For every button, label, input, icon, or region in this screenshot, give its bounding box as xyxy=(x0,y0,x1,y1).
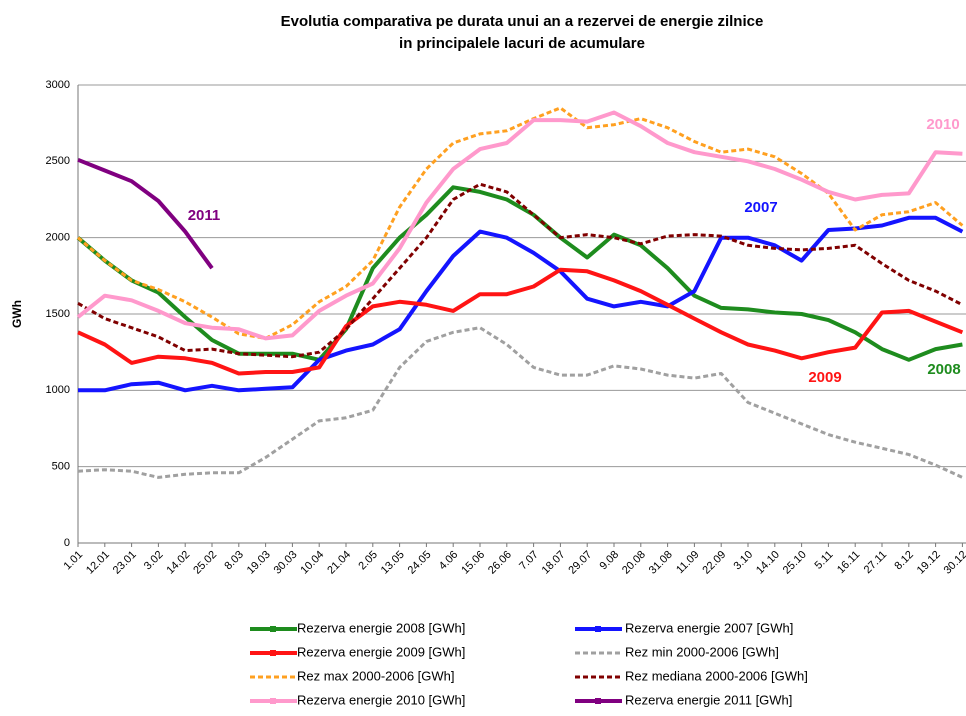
x-tick-label: 27.11 xyxy=(862,549,889,576)
legend-marker xyxy=(595,698,601,704)
x-tick-label: 30.12 xyxy=(942,549,966,577)
legend-label: Rez max 2000-2006 [GWh] xyxy=(297,668,455,683)
x-tick-label: 3.02 xyxy=(142,549,166,573)
annotation: 2008 xyxy=(927,361,960,378)
x-tick-label: 10.04 xyxy=(298,549,326,577)
annotation: 2011 xyxy=(188,207,221,224)
x-tick-label: 11.09 xyxy=(674,549,701,576)
x-tick-label: 9.08 xyxy=(598,549,622,573)
x-tick-label: 14.10 xyxy=(754,549,782,577)
x-tick-label: 29.07 xyxy=(566,549,594,577)
y-tick-label: 1500 xyxy=(46,308,70,320)
legend-label: Rezerva energie 2007 [GWh] xyxy=(625,620,793,635)
x-tick-label: 8.03 xyxy=(222,549,246,573)
x-tick-label: 7.07 xyxy=(517,549,541,573)
legend-label: Rez min 2000-2006 [GWh] xyxy=(625,644,779,659)
x-tick-label: 16.11 xyxy=(835,549,862,576)
x-tick-label: 14.02 xyxy=(164,549,192,577)
x-tick-label: 18.07 xyxy=(540,549,568,577)
series-line xyxy=(76,110,963,341)
y-tick-label: 500 xyxy=(52,461,70,473)
series-line xyxy=(77,267,964,376)
y-tick-label: 0 xyxy=(64,537,70,549)
series-line xyxy=(77,182,964,359)
x-tick-label: 12.01 xyxy=(84,549,112,577)
x-tick-label: 31.08 xyxy=(647,549,675,577)
legend-label: Rezerva energie 2011 [GWh] xyxy=(625,692,792,707)
chart-title: Evolutia comparativa pe durata unui an a… xyxy=(281,13,764,30)
legend-label: Rezerva energie 2008 [GWh] xyxy=(297,620,465,635)
annotation: 2010 xyxy=(926,116,959,133)
series-line xyxy=(77,106,964,340)
x-tick-label: 30.03 xyxy=(272,549,300,577)
legend-marker xyxy=(270,650,276,656)
legend-label: Rezerva energie 2010 [GWh] xyxy=(297,692,465,707)
x-tick-label: 19.12 xyxy=(915,549,943,577)
x-tick-label: 19.03 xyxy=(245,549,273,577)
annotation: 2007 xyxy=(744,199,777,216)
y-tick-label: 3000 xyxy=(46,79,70,91)
x-tick-label: 13.05 xyxy=(379,549,407,577)
x-tick-label: 25.10 xyxy=(781,549,809,577)
series-line xyxy=(77,157,214,270)
x-tick-label: 25.02 xyxy=(191,549,219,577)
legend-marker xyxy=(270,698,276,704)
legend-label: Rez mediana 2000-2006 [GWh] xyxy=(625,668,808,683)
x-tick-label: 2.05 xyxy=(356,549,380,573)
series-line xyxy=(76,185,963,362)
legend-marker xyxy=(595,626,601,632)
x-tick-label: 21.04 xyxy=(325,549,353,577)
chart-title: in principalele lacuri de acumulare xyxy=(399,35,645,52)
y-tick-label: 2000 xyxy=(46,232,70,244)
series-line xyxy=(77,326,964,479)
x-tick-label: 26.06 xyxy=(486,549,514,577)
x-tick-label: 4.06 xyxy=(437,549,461,573)
x-tick-label: 15.06 xyxy=(459,549,487,577)
y-tick-label: 2500 xyxy=(46,155,70,167)
legend-label: Rezerva energie 2009 [GWh] xyxy=(297,644,465,659)
y-tick-label: 1000 xyxy=(46,384,70,396)
x-tick-label: 22.09 xyxy=(700,549,728,577)
y-axis-label: GWh xyxy=(10,300,24,328)
series-line xyxy=(78,215,964,393)
legend-marker xyxy=(270,626,276,632)
x-tick-label: 8.12 xyxy=(892,549,916,573)
annotation: 2009 xyxy=(808,369,841,386)
x-tick-label: 3.10 xyxy=(732,549,756,573)
x-tick-label: 1.01 xyxy=(62,549,86,573)
x-tick-label: 24.05 xyxy=(406,549,434,577)
x-tick-label: 5.11 xyxy=(813,549,836,572)
x-tick-label: 20.08 xyxy=(620,549,648,577)
x-tick-label: 23.01 xyxy=(111,549,139,577)
